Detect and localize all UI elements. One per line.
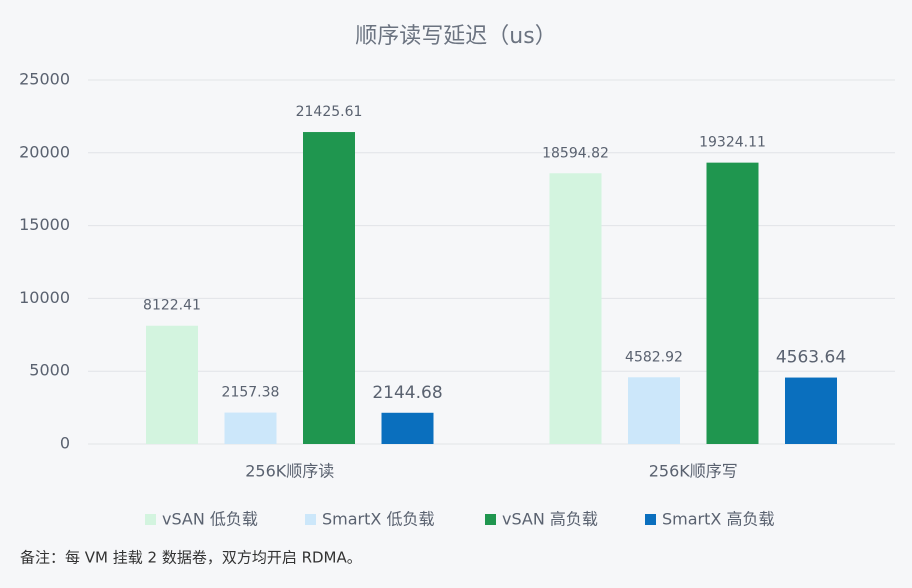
- y-tick-label: 15000: [19, 215, 70, 234]
- value-label: 4563.64: [776, 348, 846, 368]
- footnote: 备注：每 VM 挂载 2 数据卷，双方均开启 RDMA。: [20, 549, 362, 567]
- bar: [381, 412, 434, 444]
- bar: [628, 377, 680, 444]
- y-tick-label: 0: [60, 434, 70, 453]
- y-tick-label: 25000: [19, 70, 70, 89]
- bar: [785, 377, 837, 444]
- value-label: 4582.92: [625, 349, 683, 365]
- bar: [303, 132, 355, 444]
- legend-label: vSAN 低负载: [162, 510, 258, 529]
- legend-swatch: [145, 514, 156, 525]
- value-label: 8122.41: [143, 298, 201, 314]
- chart-title: 顺序读写延迟（us）: [355, 24, 556, 49]
- legend-swatch: [485, 514, 496, 525]
- legend-swatch: [305, 514, 316, 525]
- x-tick-label: 256K顺序读: [245, 462, 334, 481]
- bar: [224, 412, 277, 444]
- bar: [146, 325, 198, 444]
- value-label: 19324.11: [699, 135, 766, 151]
- legend-label: vSAN 高负载: [502, 510, 598, 529]
- x-tick-label: 256K顺序写: [649, 462, 738, 481]
- y-tick-label: 20000: [19, 142, 70, 161]
- y-tick-label: 10000: [19, 288, 70, 307]
- value-label: 18594.82: [542, 145, 609, 161]
- value-label: 21425.61: [296, 104, 363, 120]
- bar: [549, 173, 602, 445]
- bar: [706, 162, 759, 444]
- legend-label: SmartX 低负载: [322, 510, 434, 529]
- legend-label: SmartX 高负载: [662, 510, 774, 529]
- y-tick-label: 5000: [29, 361, 70, 380]
- legend-swatch: [645, 514, 656, 525]
- value-label: 2157.38: [222, 385, 280, 401]
- value-label: 2144.68: [372, 383, 442, 403]
